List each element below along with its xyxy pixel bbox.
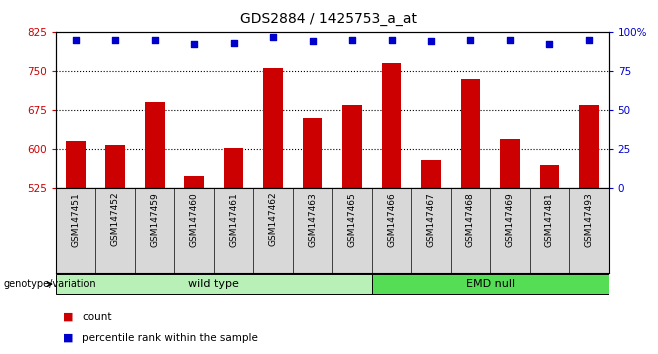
Text: GSM147461: GSM147461 [229,192,238,247]
Bar [184,176,204,188]
Text: percentile rank within the sample: percentile rank within the sample [82,333,258,343]
Point [386,37,397,42]
Bar [145,102,164,188]
Bar [579,104,599,188]
Bar [263,68,283,188]
Text: GSM147463: GSM147463 [308,192,317,247]
Bar [421,160,441,188]
Text: GSM147465: GSM147465 [347,192,357,247]
Point [347,37,357,42]
Bar [303,118,322,188]
Text: EMD null: EMD null [466,279,515,289]
Bar [382,63,401,188]
Point [544,41,555,47]
Point [110,37,120,42]
Bar [461,79,480,188]
Bar [540,165,559,188]
Point [70,37,81,42]
Text: GSM147462: GSM147462 [268,192,278,246]
Text: GSM147466: GSM147466 [387,192,396,247]
Text: GSM147451: GSM147451 [71,192,80,247]
Point [149,37,160,42]
Point [465,37,476,42]
Text: genotype/variation: genotype/variation [3,279,96,289]
Text: count: count [82,312,112,322]
Text: GDS2884 / 1425753_a_at: GDS2884 / 1425753_a_at [241,12,417,27]
Point [268,34,278,39]
Bar [105,144,125,188]
Bar [500,139,520,188]
Bar [66,141,86,188]
Text: GSM147481: GSM147481 [545,192,554,247]
Bar [56,274,372,295]
Text: wild type: wild type [188,279,240,289]
Point [426,38,436,44]
Text: ■: ■ [63,312,73,322]
Text: GSM147460: GSM147460 [190,192,199,247]
Text: GSM147469: GSM147469 [505,192,515,247]
Text: ■: ■ [63,333,73,343]
Bar [342,104,362,188]
Text: GSM147493: GSM147493 [584,192,594,247]
Bar [372,274,609,295]
Point [307,38,318,44]
Bar [224,148,243,188]
Text: GSM147468: GSM147468 [466,192,475,247]
Text: GSM147452: GSM147452 [111,192,120,246]
Point [505,37,515,42]
Point [228,40,239,46]
Text: GSM147467: GSM147467 [426,192,436,247]
Point [189,41,199,47]
Text: GSM147459: GSM147459 [150,192,159,247]
Point [584,37,594,42]
